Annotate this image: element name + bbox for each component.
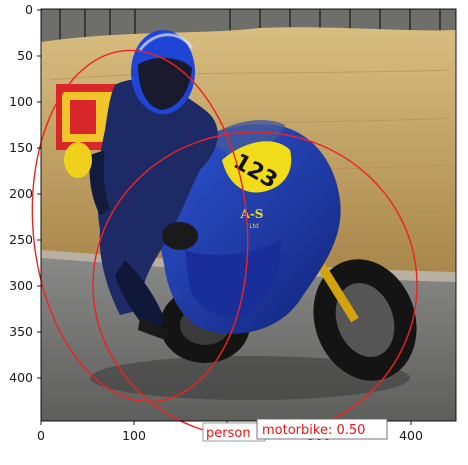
y-tick-label: 350 [9, 324, 33, 339]
fairing-logo: A-S [240, 207, 264, 221]
y-tick-label: 200 [9, 186, 33, 201]
y-axis [37, 9, 41, 379]
photo: 123 A-S Ltd [41, 9, 456, 421]
y-tick-label: 250 [9, 232, 33, 247]
rider-body [97, 79, 218, 315]
y-tick-label: 50 [17, 48, 33, 63]
y-tick-label: 0 [25, 2, 33, 17]
motorbike-label-box: motorbike: 0.50 [256, 418, 388, 440]
fairing-logo-sub: Ltd [249, 223, 259, 230]
x-tick-label: 400 [399, 428, 423, 443]
y-tick-label: 300 [9, 278, 33, 293]
motorbike-label: motorbike: 0.50 [262, 423, 365, 438]
y-tick-label: 400 [9, 370, 33, 385]
y-tick-label: 100 [9, 94, 33, 109]
y-tick-labels: 0 50 100 150 200 250 300 350 400 [9, 2, 33, 385]
person-label: person [206, 426, 251, 441]
y-tick-label: 150 [9, 140, 33, 155]
plot-frame [40, 8, 457, 422]
person-detection-ellipse [31, 49, 249, 403]
number-plate [222, 141, 292, 193]
x-tick-label: 100 [122, 428, 146, 443]
person-label-box: person [202, 422, 266, 442]
x-tick-label: 0 [37, 428, 45, 443]
